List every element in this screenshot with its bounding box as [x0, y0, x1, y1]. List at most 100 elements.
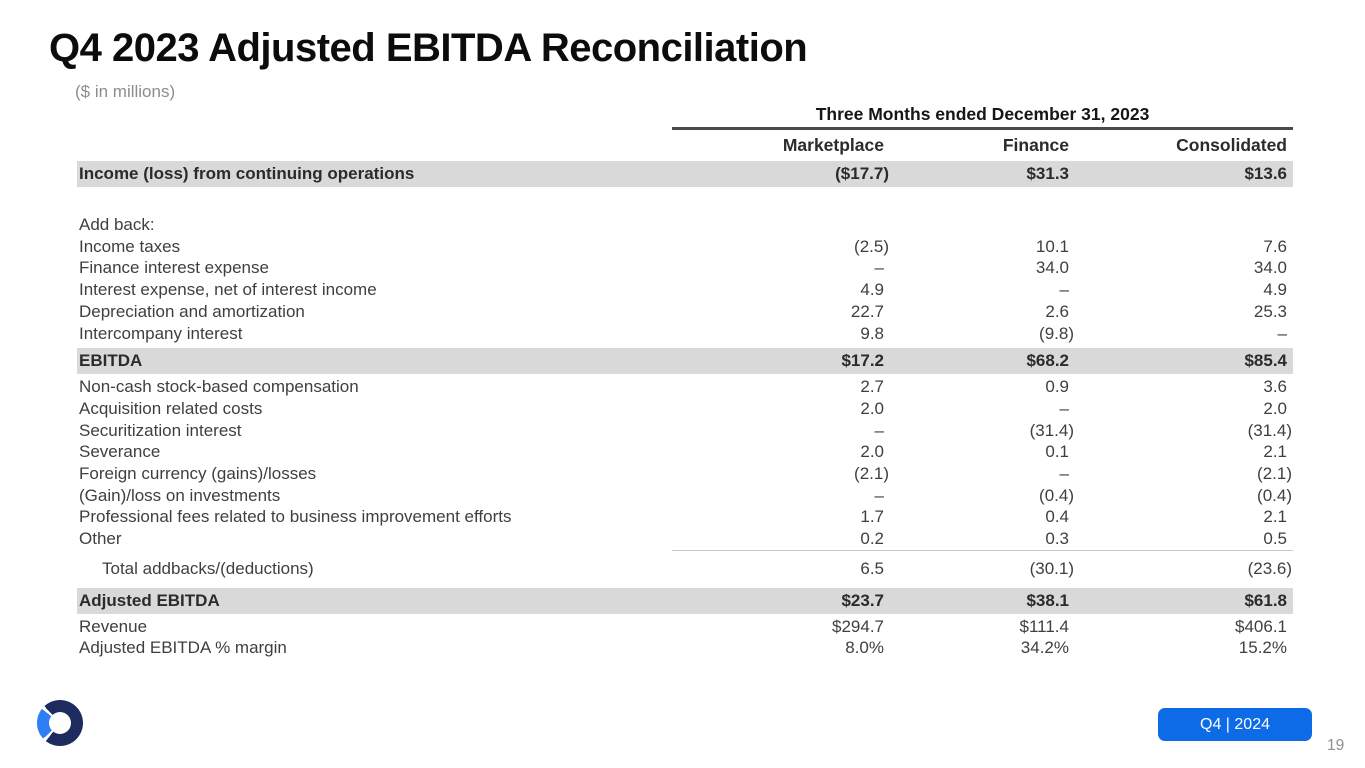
- row-label: Severance: [79, 442, 161, 462]
- row-value: 34.0: [1035, 258, 1069, 278]
- row-label: Adjusted EBITDA % margin: [79, 638, 287, 658]
- table-row: Total addbacks/(deductions) 6.5 (30.1) (23.…: [77, 558, 1293, 580]
- row-value: $13.6: [1244, 164, 1287, 183]
- row-value: 34.0: [1253, 258, 1287, 278]
- row-label: Interest expense, net of interest income: [79, 280, 377, 300]
- table-row: Severance 2.0 0.1 2.1: [77, 441, 1293, 463]
- table-row: Income (loss) from continuing operations…: [77, 161, 1293, 187]
- row-value: –: [1059, 398, 1069, 418]
- row-value: 10.1: [1035, 236, 1069, 256]
- row-value: (23.6): [1247, 558, 1292, 578]
- column-header-marketplace: Marketplace: [782, 135, 884, 155]
- table-row: Income taxes (2.5) 10.1 7.6: [77, 236, 1293, 258]
- row-value: $38.1: [1026, 590, 1069, 610]
- period-header: Three Months ended December 31, 2023: [672, 104, 1293, 130]
- row-value: $406.1: [1235, 616, 1287, 636]
- row-label: Add back:: [79, 215, 155, 234]
- row-value: 7.6: [1263, 236, 1287, 256]
- column-header-finance: Finance: [1002, 135, 1069, 155]
- table-row: Revenue $294.7 $111.4 $406.1: [77, 616, 1293, 638]
- row-label: Securitization interest: [79, 420, 242, 440]
- row-value: 34.2%: [1020, 638, 1069, 658]
- row-value: $111.4: [1019, 616, 1069, 636]
- row-value: 0.9: [1045, 377, 1069, 397]
- row-label: Professional fees related to business im…: [79, 507, 512, 527]
- row-value: (30.1): [1029, 558, 1074, 578]
- row-value: 2.6: [1045, 301, 1069, 321]
- row-label: Acquisition related costs: [79, 398, 263, 418]
- row-label: Revenue: [79, 616, 148, 636]
- row-value: –: [1059, 280, 1069, 300]
- row-value: 2.1: [1263, 507, 1287, 527]
- table-row: Securitization interest – (31.4) (31.4): [77, 420, 1293, 442]
- table-row: Foreign currency (gains)/losses (2.1) – (2.…: [77, 463, 1293, 485]
- table-row: (Gain)/loss on investments – (0.4) (0.4): [77, 485, 1293, 507]
- table-rows: Income (loss) from continuing operations…: [77, 161, 1293, 659]
- table-row: Intercompany interest 9.8 (9.8) –: [77, 323, 1293, 345]
- row-value: 2.0: [860, 442, 884, 462]
- row-label: Total addbacks/(deductions): [102, 558, 314, 578]
- row-value: $61.8: [1244, 590, 1287, 610]
- column-header-row: Marketplace Finance Consolidated: [77, 130, 1293, 161]
- row-value: 0.3: [890, 528, 1075, 551]
- row-value: –: [1059, 464, 1069, 484]
- table-row: Finance interest expense – 34.0 34.0: [77, 257, 1293, 279]
- table-row: Add back:: [77, 214, 1293, 236]
- row-value: $85.4: [1244, 351, 1287, 371]
- row-value: 0.1: [1045, 442, 1069, 462]
- row-value: 4.9: [1263, 280, 1287, 300]
- row-value: $31.3: [1026, 164, 1069, 183]
- row-value: (0.4): [1257, 485, 1292, 505]
- row-value: 22.7: [850, 301, 884, 321]
- units-note: ($ in millions): [75, 82, 176, 101]
- row-value: (0.4): [1039, 485, 1074, 505]
- row-value: 15.2%: [1238, 638, 1287, 658]
- row-value: (2.5): [854, 236, 889, 256]
- table-row: Professional fees related to business im…: [77, 506, 1293, 528]
- row-value: 2.0: [860, 398, 884, 418]
- row-value: $17.2: [841, 351, 884, 371]
- quarter-badge: Q4 | 2024: [1158, 708, 1312, 741]
- row-label: Other: [79, 529, 122, 549]
- row-value: –: [874, 420, 884, 440]
- row-value: $68.2: [1026, 351, 1069, 371]
- row-value: 1.7: [860, 507, 884, 527]
- row-value: [672, 187, 890, 214]
- ebitda-reconciliation-table: Three Months ended December 31, 2023 Mar…: [77, 104, 1293, 659]
- table-row: Other 0.2 0.3 0.5: [77, 528, 1293, 551]
- row-label: Non-cash stock-based compensation: [79, 377, 359, 397]
- page-title: Q4 2023 Adjusted EBITDA Reconciliation: [49, 26, 808, 70]
- table-row: EBITDA $17.2 $68.2 $85.4: [77, 348, 1293, 375]
- row-value: (31.4): [1247, 420, 1292, 440]
- row-value: –: [874, 258, 884, 278]
- row-value: [1075, 187, 1293, 214]
- row-value: 25.3: [1253, 301, 1287, 321]
- row-label: EBITDA: [79, 351, 143, 371]
- row-value: 9.8: [860, 323, 884, 343]
- row-label: Finance interest expense: [79, 258, 269, 278]
- row-value: 2.1: [1263, 442, 1287, 462]
- row-label: Intercompany interest: [79, 323, 243, 343]
- row-value: ($17.7): [835, 164, 889, 183]
- row-value: 4.9: [860, 280, 884, 300]
- row-value: 0.4: [1045, 507, 1069, 527]
- table-row: [77, 187, 1293, 214]
- row-value: $294.7: [832, 616, 884, 636]
- row-label: [77, 187, 672, 214]
- row-value: (2.1): [1257, 464, 1292, 484]
- row-value: 0.2: [672, 528, 890, 551]
- table-row: Depreciation and amortization 22.7 2.6 25.3: [77, 301, 1293, 323]
- row-value: 0.5: [1075, 528, 1293, 551]
- row-label: Income (loss) from continuing operations: [79, 164, 415, 183]
- column-header-consolidated: Consolidated: [1176, 135, 1287, 155]
- row-label: Depreciation and amortization: [79, 301, 305, 321]
- row-value: 3.6: [1263, 377, 1287, 397]
- row-value: 8.0%: [845, 638, 884, 658]
- row-value: [1075, 214, 1293, 236]
- row-value: –: [874, 485, 884, 505]
- row-value: (2.1): [854, 464, 889, 484]
- row-value: [890, 214, 1075, 236]
- company-logo-icon: [37, 700, 83, 746]
- row-value: [890, 187, 1075, 214]
- row-value: [672, 214, 890, 236]
